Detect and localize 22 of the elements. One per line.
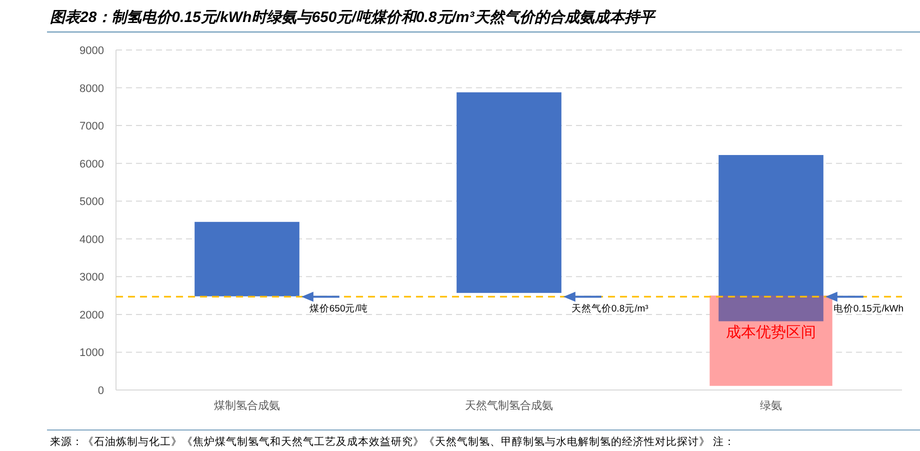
x-tick-label: 绿氨 bbox=[760, 400, 782, 412]
bar bbox=[718, 155, 824, 322]
y-tick-label: 3000 bbox=[80, 272, 104, 284]
y-tick-label: 9000 bbox=[80, 45, 104, 57]
x-tick-label: 天然气制氢合成氨 bbox=[465, 399, 553, 412]
source-note: 来源：《石油炼制与化工》《焦炉煤气制氢气和天然气工艺及成本效益研究》《天然气制氢、甲醇制氢与水电解制氢的经济性对比探讨》 注： bbox=[50, 435, 735, 448]
bar bbox=[456, 92, 562, 293]
y-tick-label: 0 bbox=[98, 385, 104, 397]
y-tick-label: 4000 bbox=[80, 234, 104, 246]
annotation: 成本优势区间 bbox=[726, 324, 816, 342]
bar bbox=[194, 222, 300, 296]
y-tick-label: 7000 bbox=[80, 120, 104, 133]
y-tick-label: 1000 bbox=[80, 347, 104, 360]
y-tick-label: 6000 bbox=[80, 158, 104, 170]
annotation: 电价0.15元/kWh bbox=[833, 302, 904, 315]
annotation: 煤价650元/吨 bbox=[309, 302, 368, 315]
y-tick-label: 5000 bbox=[80, 196, 104, 208]
annotation: 天然气价0.8元/m³ bbox=[571, 302, 648, 315]
y-tick-label: 8000 bbox=[80, 82, 104, 95]
y-tick-label: 2000 bbox=[80, 309, 104, 322]
chart-title: 图表28：制氢电价0.15元/kWh时绿氨与650元/吨煤价和0.8元/m³天然气价的合成氨成本持平 bbox=[50, 9, 656, 26]
x-tick-label: 煤制氢合成氨 bbox=[214, 399, 280, 412]
